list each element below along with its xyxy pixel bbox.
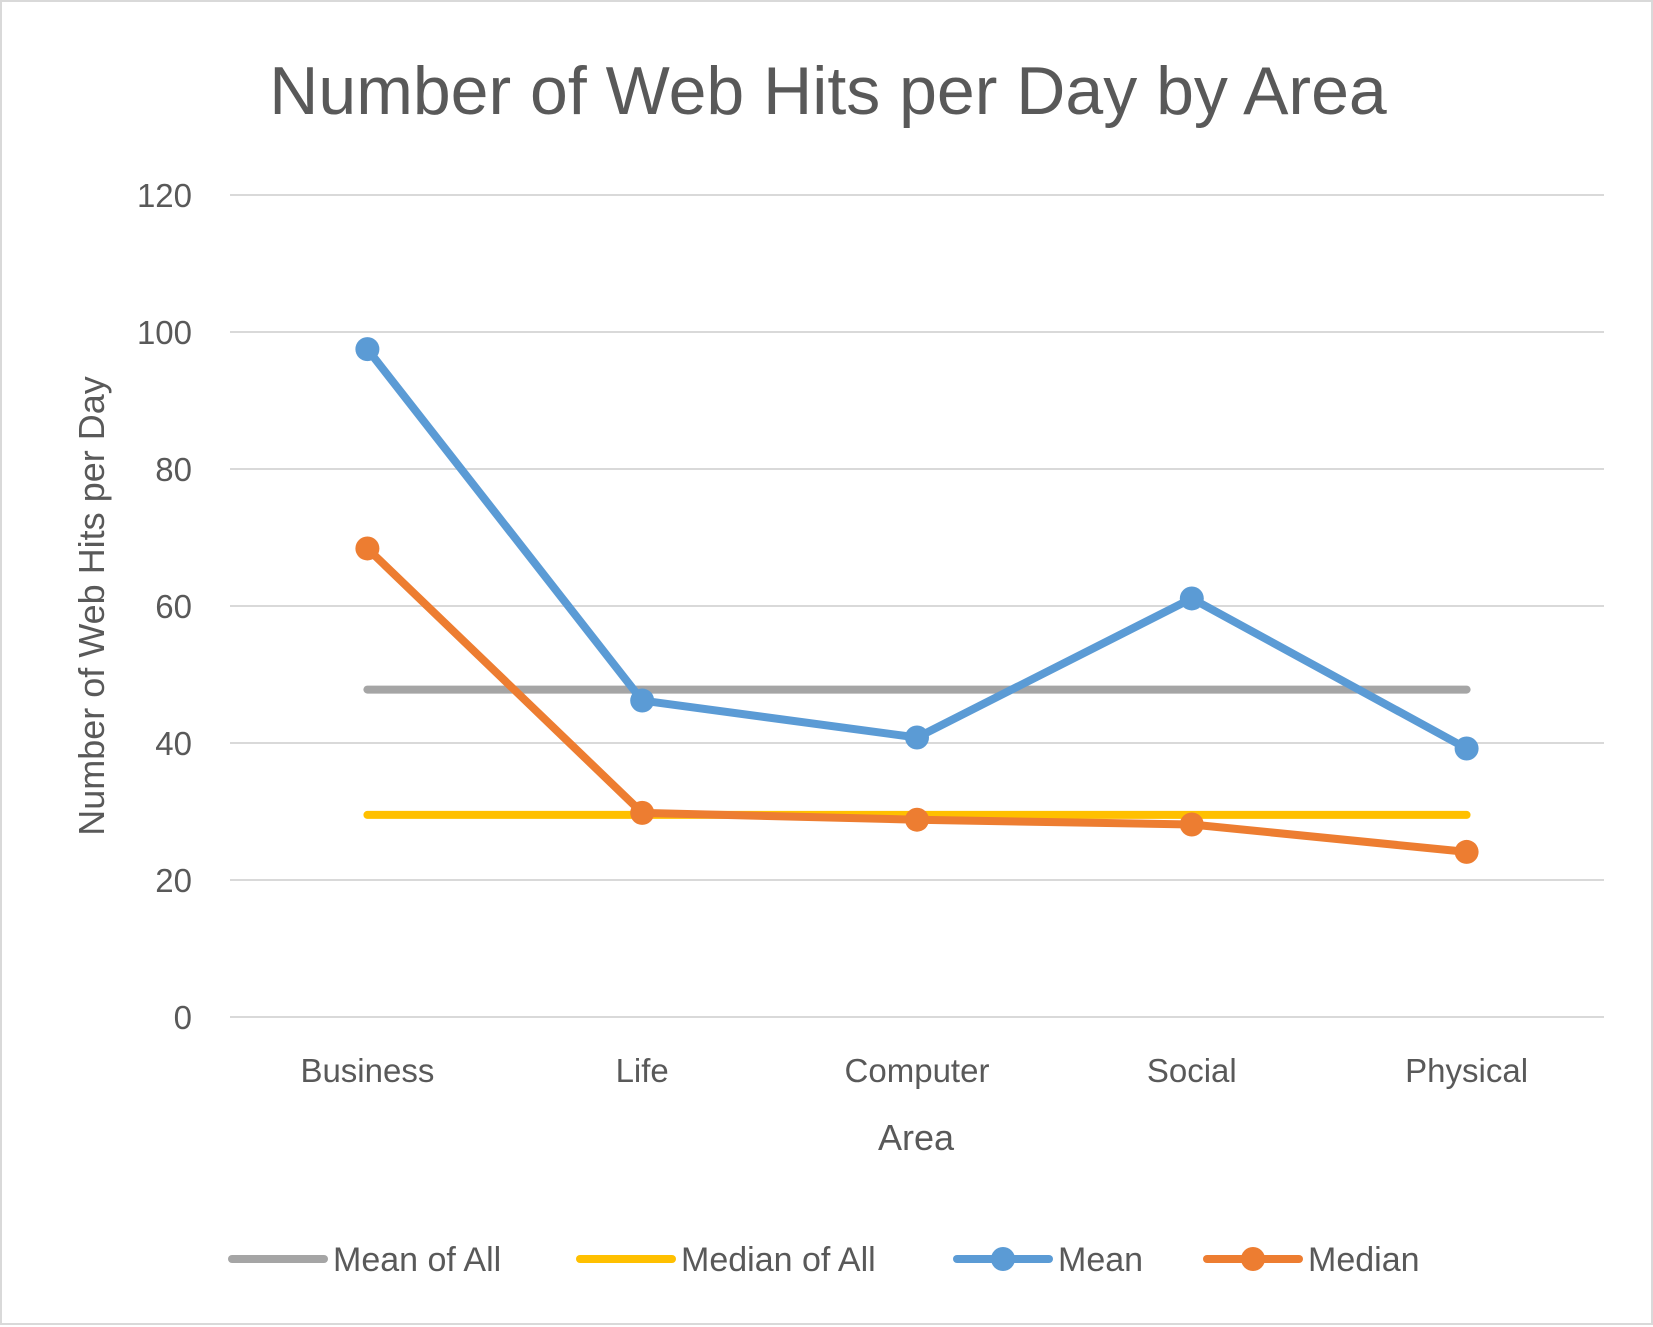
data-point <box>905 807 929 832</box>
y-tick-label: 0 <box>174 999 192 1036</box>
data-point <box>1179 586 1204 611</box>
data-point <box>1454 839 1479 864</box>
legend-label: Mean <box>1058 1241 1143 1279</box>
legend-label: Mean of All <box>333 1241 501 1279</box>
legend-item: Median of All <box>576 1241 876 1279</box>
legend-marker <box>1241 1247 1265 1271</box>
x-axis-title: Area <box>878 1117 955 1158</box>
data-point <box>355 337 380 362</box>
legend-label: Median of All <box>681 1241 876 1279</box>
y-tick-label: 120 <box>137 177 192 214</box>
y-axis-title: Number of Web Hits per Day <box>71 376 112 836</box>
x-tick-label: Physical <box>1405 1052 1528 1089</box>
legend: Mean of All Median of All Mean Median <box>228 1241 1420 1279</box>
y-axis-ticks: 0 20 40 60 80 100 120 <box>137 177 192 1036</box>
y-tick-label: 20 <box>155 862 192 899</box>
data-point <box>905 725 929 750</box>
series-lines <box>355 337 1479 864</box>
data-point <box>1179 812 1204 837</box>
y-tick-label: 80 <box>155 451 192 488</box>
legend-item: Mean <box>953 1241 1143 1279</box>
x-axis-ticks: Business Life Computer Social Physical <box>300 1052 1528 1089</box>
series-median <box>355 536 1479 864</box>
x-tick-label: Business <box>300 1052 434 1089</box>
y-tick-label: 100 <box>137 314 192 351</box>
y-tick-label: 60 <box>155 588 192 625</box>
data-point <box>630 688 655 713</box>
legend-label: Median <box>1308 1241 1420 1279</box>
series-line <box>363 544 1471 856</box>
data-point <box>630 800 655 825</box>
series-mean <box>355 337 1479 761</box>
legend-item: Mean of All <box>228 1241 501 1279</box>
legend-marker <box>991 1247 1015 1271</box>
x-tick-label: Computer <box>845 1052 990 1089</box>
gridlines <box>230 194 1604 1018</box>
x-tick-label: Social <box>1147 1052 1237 1089</box>
legend-item: Median <box>1203 1241 1420 1279</box>
data-point <box>1454 736 1479 761</box>
chart-title: Number of Web Hits per Day by Area <box>269 53 1387 129</box>
x-tick-label: Life <box>616 1052 669 1089</box>
y-tick-label: 40 <box>155 725 192 762</box>
data-point <box>355 536 380 561</box>
